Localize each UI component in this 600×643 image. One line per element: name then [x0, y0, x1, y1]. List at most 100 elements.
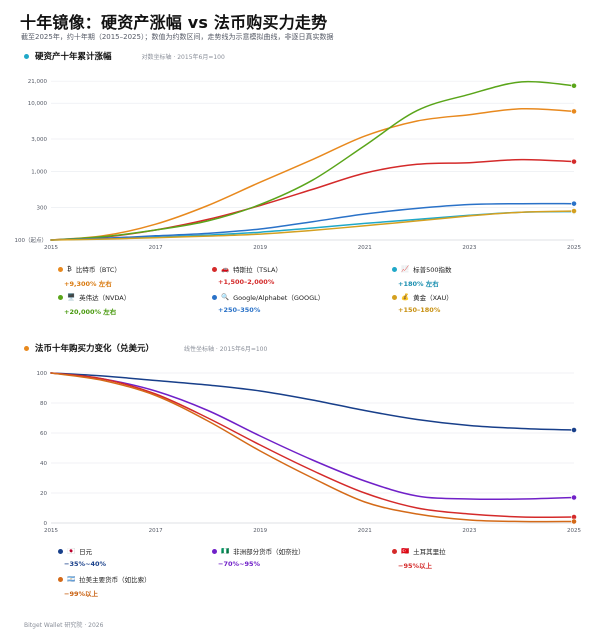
legend-item: 🇦🇷 拉美主要货币（如比索） −99%以上	[58, 574, 228, 598]
chart1-x-tick-label: 2023	[462, 245, 476, 251]
chart2-series-endpoint-0	[571, 427, 577, 433]
chart2-legend: 🇯🇵 日元 −35%~40% 🇳🇬 非洲部分货币（如奈拉） −70%~95% 🇹🇷 土耳其里拉…	[58, 546, 578, 606]
legend-series-name: 拉美主要货币（如比索）	[79, 576, 151, 584]
legend-color-dot-icon	[392, 548, 397, 554]
chart1-series-endpoint-1	[571, 158, 577, 165]
legend-item: 🔍 Google/Alphabet（GOOGL） +250–350%	[212, 292, 382, 314]
legend-series-range: −70%~95%	[218, 560, 261, 568]
legend-series-name: 黄金（XAU）	[413, 294, 453, 302]
chart1-bullet-icon	[24, 53, 29, 59]
legend-series-icon: 🖥️	[67, 293, 76, 301]
chart2-x-tick-label: 2023	[462, 528, 476, 534]
legend-series-icon: 🇯🇵	[67, 547, 76, 555]
legend-color-dot-icon	[58, 576, 63, 582]
chart2-series-line-1	[50, 372, 575, 501]
legend-series-name: 标普500指数	[413, 266, 452, 274]
chart2-y-tick-label: 100	[37, 371, 48, 377]
chart2-x-tick-label: 2021	[358, 528, 372, 534]
chart1-x-tick-label: 2015	[44, 245, 58, 251]
chart2-series-endpoint-1	[571, 494, 577, 501]
chart1-series-endpoint-4	[571, 200, 577, 207]
chart1-plot: 100（起点） 300 1,000 3,000 10,000 21,000 2015 2017…	[15, 79, 582, 251]
chart1-series-endpoint-5	[571, 208, 577, 214]
chart2-header: 法币十年购买力变化（兑美元） 线性坐标轴 · 2015年6月=100	[24, 342, 267, 354]
legend-series-range: +180% 左右	[398, 280, 439, 288]
legend-series-icon: ₿	[67, 265, 72, 273]
legend-series-icon: 🇳🇬	[221, 547, 230, 555]
legend-series-range: −99%以上	[64, 590, 99, 598]
chart2-series-line-2	[50, 372, 575, 518]
legend-series-range: +1,500–2,000%	[218, 278, 275, 286]
legend-series-name: 土耳其里拉	[413, 548, 446, 556]
page-subtitle: 截至2025年，约十年期（2015–2025）；数值为约数区间，走势线为示意模拟…	[21, 33, 334, 41]
chart1-y-tick-label: 10,000	[28, 101, 48, 107]
chart1-series-line-3	[50, 80, 575, 241]
chart1-series-line-4	[50, 202, 575, 241]
page-title: 十年镜像：硬资产涨幅 vs 法币购买力走势	[20, 13, 328, 32]
legend-series-icon: 🚗	[221, 265, 230, 273]
chart1-y-tick-label: 1,000	[31, 170, 47, 176]
legend-color-dot-icon	[58, 266, 63, 272]
chart1-series-endpoint-0	[571, 108, 577, 115]
legend-color-dot-icon	[212, 548, 217, 554]
chart1-title: 硬资产十年累计涨幅	[35, 52, 112, 62]
legend-series-icon: 🇹🇷	[401, 547, 410, 555]
footer-credit: Bitget Wallet 研究院 · 2026	[24, 622, 104, 629]
legend-item: 🇹🇷 土耳其里拉 −95%以上	[392, 546, 562, 570]
chart2-y-tick-label: 60	[40, 431, 47, 437]
legend-series-range: −35%~40%	[64, 560, 107, 568]
chart2-plot: 0 20 40 60 80 100 2015 2017 2019 2021 2023 2025	[37, 371, 582, 534]
legend-color-dot-icon	[392, 266, 397, 272]
legend-series-range: −95%以上	[398, 562, 433, 570]
chart2-y-tick-label: 20	[40, 491, 47, 497]
chart1-y-tick-label: 300	[37, 205, 48, 211]
legend-item: ₿ 比特币（BTC） +9,300% 左右	[58, 264, 228, 288]
chart1-series-line-0	[50, 107, 575, 241]
chart1-series-endpoint-3	[571, 82, 577, 89]
legend-series-name: Google/Alphabet（GOOGL）	[233, 294, 325, 302]
legend-color-dot-icon	[392, 294, 397, 300]
legend-series-icon: 📈	[401, 265, 410, 273]
chart1-header: 硬资产十年累计涨幅 对数坐标轴 · 2015年6月=100	[24, 50, 225, 62]
chart2-series-line-0	[50, 372, 575, 431]
chart2-bullet-icon	[24, 345, 29, 351]
legend-series-icon: 💰	[401, 293, 410, 301]
chart2-x-tick-label: 2015	[44, 528, 58, 534]
chart2-note: 线性坐标轴 · 2015年6月=100	[184, 345, 268, 353]
legend-item: 📈 标普500指数 +180% 左右	[392, 264, 562, 288]
chart1-y-tick-label: 100（起点）	[15, 237, 48, 244]
legend-color-dot-icon	[212, 294, 217, 300]
legend-series-range: +250–350%	[218, 306, 261, 314]
legend-series-range: +9,300% 左右	[64, 280, 112, 288]
legend-series-name: 非洲部分货币（如奈拉）	[233, 548, 305, 556]
chart1-x-tick-label: 2021	[358, 245, 372, 251]
chart1-x-tick-label: 2017	[149, 245, 163, 251]
legend-item: 🖥️ 英伟达（NVDA） +20,000% 左右	[58, 292, 228, 316]
chart2-series-endpoint-3	[571, 518, 577, 525]
chart2-y-tick-label: 0	[44, 521, 48, 527]
legend-series-range: +150–180%	[398, 306, 441, 314]
chart1-x-tick-label: 2019	[253, 245, 267, 251]
chart2-x-tick-label: 2025	[567, 528, 581, 534]
legend-color-dot-icon	[58, 294, 63, 300]
legend-item: 🇯🇵 日元 −35%~40%	[58, 546, 228, 568]
legend-series-name: 英伟达（NVDA）	[79, 294, 131, 302]
chart1-y-tick-label: 21,000	[28, 79, 48, 85]
chart2-x-tick-label: 2019	[253, 528, 267, 534]
chart2-series-line-3	[50, 372, 575, 523]
chart2-x-tick-label: 2017	[149, 528, 163, 534]
chart1-legend: ₿ 比特币（BTC） +9,300% 左右 🚗 特斯拉（TSLA） +1,500–2,00…	[58, 264, 578, 324]
legend-series-name: 比特币（BTC）	[75, 266, 121, 274]
legend-series-name: 日元	[79, 548, 93, 556]
legend-color-dot-icon	[212, 266, 217, 272]
legend-color-dot-icon	[58, 548, 63, 554]
chart1-series-line-2	[50, 210, 575, 241]
chart2-y-tick-label: 80	[40, 401, 47, 407]
legend-series-range: +20,000% 左右	[64, 308, 117, 316]
legend-series-icon: 🔍	[221, 293, 230, 301]
chart2-y-tick-label: 40	[40, 461, 47, 467]
legend-item: 🇳🇬 非洲部分货币（如奈拉） −70%~95%	[212, 546, 382, 568]
legend-item: 💰 黄金（XAU） +150–180%	[392, 292, 562, 314]
legend-series-icon: 🇦🇷	[67, 575, 76, 583]
chart2-title: 法币十年购买力变化（兑美元）	[35, 344, 155, 354]
